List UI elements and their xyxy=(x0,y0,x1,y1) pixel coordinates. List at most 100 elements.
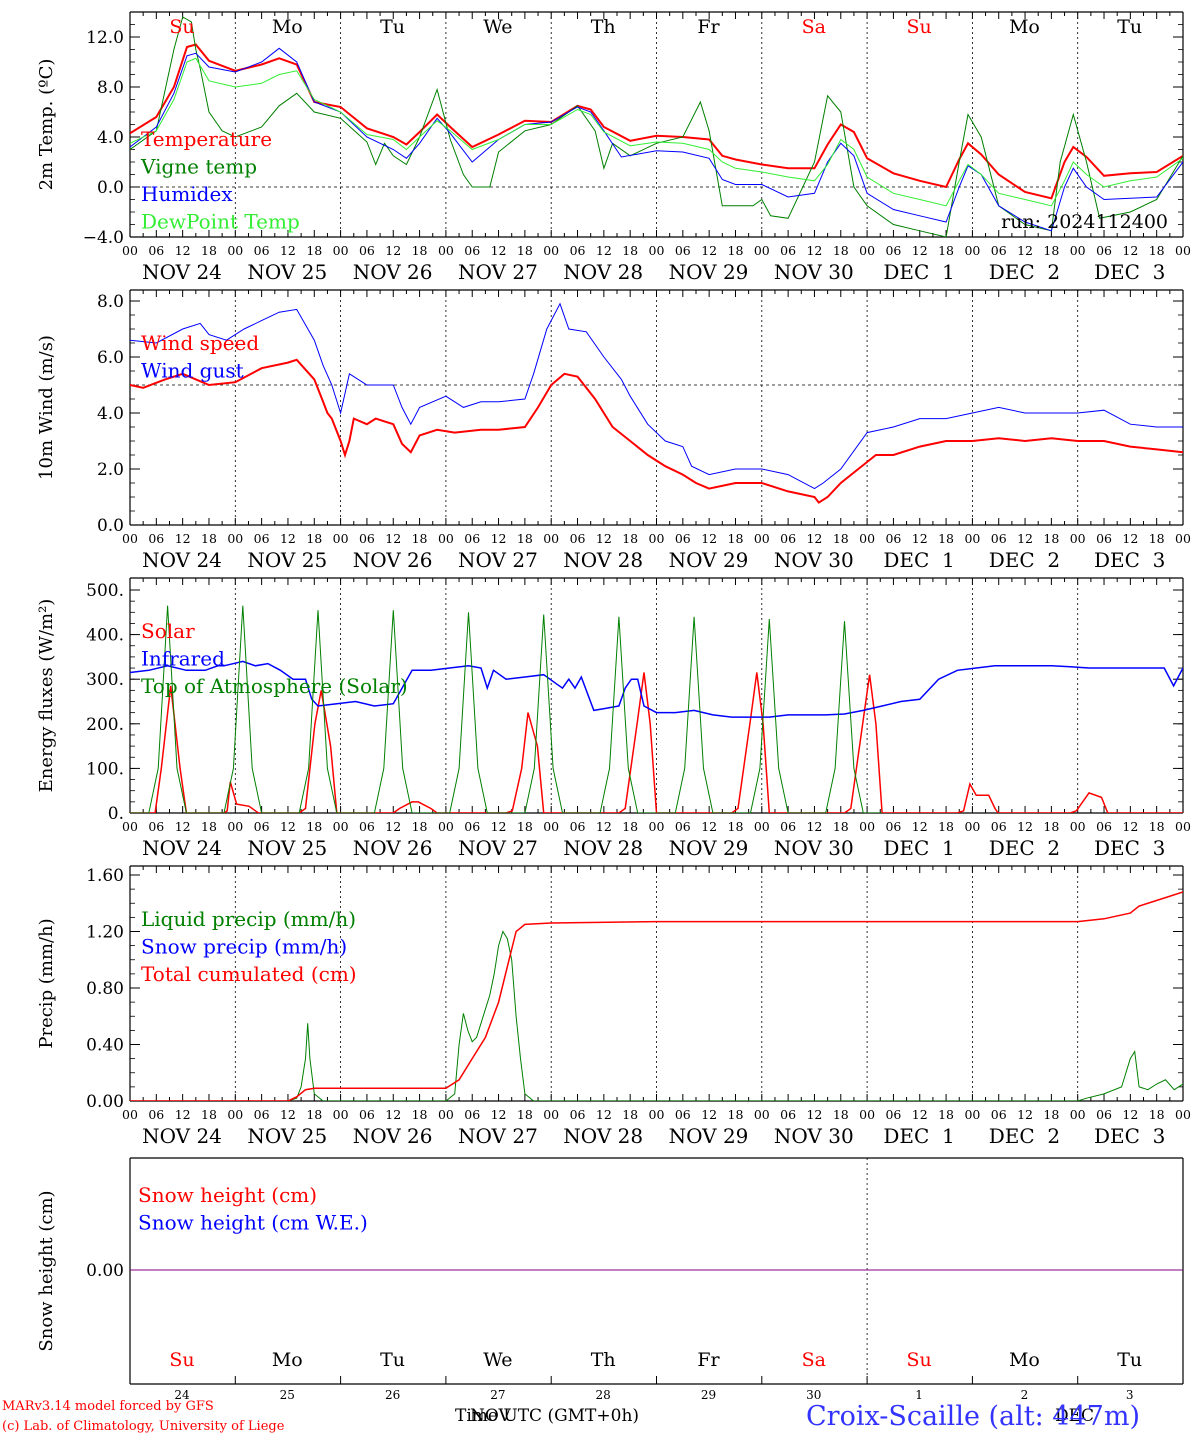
day-name: Fr xyxy=(697,16,720,38)
hour-tick-label: 18 xyxy=(1043,243,1059,258)
hour-tick-label: 00 xyxy=(333,243,349,258)
day-number: 29 xyxy=(701,1388,716,1402)
hour-tick-label: 06 xyxy=(780,819,796,834)
hour-tick-label: 06 xyxy=(570,531,586,546)
hour-tick-label: 18 xyxy=(517,819,533,834)
hour-tick-label: 00 xyxy=(649,819,665,834)
footer-month-label: NOV xyxy=(470,1406,511,1426)
date-label: NOV 25 xyxy=(247,548,327,572)
y-tick-label: 1.20 xyxy=(86,923,124,943)
hour-tick-label: 12 xyxy=(1017,531,1033,546)
hour-tick-label: 06 xyxy=(885,243,901,258)
hour-tick-label: 18 xyxy=(201,819,217,834)
day-number: 2 xyxy=(1021,1388,1029,1402)
y-tick-label: 0.0 xyxy=(97,178,124,198)
legend-entry: Solar xyxy=(141,619,195,643)
day-number: 30 xyxy=(806,1388,821,1402)
legend-entry: Snow height (cm) xyxy=(138,1183,317,1207)
hour-tick-label: 00 xyxy=(754,531,770,546)
day-name: Mo xyxy=(1009,16,1040,38)
legend-entry: Top of Atmosphere (Solar) xyxy=(141,674,408,698)
hour-tick-label: 06 xyxy=(991,1107,1007,1122)
hour-tick-label: 00 xyxy=(1175,531,1191,546)
hour-tick-label: 18 xyxy=(412,1107,428,1122)
run-label: run: 2024112400 xyxy=(1001,211,1168,233)
y-tick-label: 6.0 xyxy=(97,348,124,368)
date-label: NOV 28 xyxy=(563,1124,643,1148)
hour-tick-label: 00 xyxy=(649,1107,665,1122)
y-tick-label: 12.0 xyxy=(86,28,124,48)
date-label: NOV 24 xyxy=(142,836,222,860)
hour-tick-label: 06 xyxy=(464,819,480,834)
hour-tick-label: 06 xyxy=(254,819,270,834)
y-tick-label: 0.40 xyxy=(86,1036,124,1056)
hour-tick-label: 18 xyxy=(728,1107,744,1122)
hour-tick-label: 18 xyxy=(1043,819,1059,834)
hour-tick-label: 00 xyxy=(227,243,243,258)
panel-wind xyxy=(129,289,1184,526)
y-tick-label: 0. xyxy=(108,804,124,824)
hour-tick-label: 00 xyxy=(333,819,349,834)
hour-tick-label: 12 xyxy=(385,243,401,258)
legend-entry: Wind speed xyxy=(141,331,259,355)
day-number: 26 xyxy=(385,1388,400,1402)
hour-tick-label: 18 xyxy=(306,1107,322,1122)
hour-tick-label: 06 xyxy=(885,531,901,546)
hour-tick-label: 18 xyxy=(938,1107,954,1122)
y-tick-label: 0.00 xyxy=(86,1092,124,1112)
hour-tick-label: 12 xyxy=(806,243,822,258)
date-label: NOV 25 xyxy=(247,260,327,284)
hour-tick-label: 00 xyxy=(1070,531,1086,546)
day-name: We xyxy=(483,16,512,38)
date-label: NOV 27 xyxy=(458,260,538,284)
hour-tick-label: 18 xyxy=(622,531,638,546)
hour-tick-label: 12 xyxy=(912,243,928,258)
hour-tick-label: 12 xyxy=(175,243,191,258)
hour-tick-label: 18 xyxy=(412,819,428,834)
legend-entry: Snow height (cm W.E.) xyxy=(138,1211,368,1235)
hour-tick-label: 18 xyxy=(201,1107,217,1122)
hour-tick-label: 18 xyxy=(517,1107,533,1122)
hour-tick-label: 06 xyxy=(570,243,586,258)
hour-tick-label: 00 xyxy=(964,1107,980,1122)
hour-tick-label: 18 xyxy=(412,531,428,546)
day-number: 24 xyxy=(174,1388,190,1402)
date-label: NOV 26 xyxy=(353,260,433,284)
hour-tick-label: 18 xyxy=(1149,531,1165,546)
hour-tick-label: 12 xyxy=(912,531,928,546)
hour-tick-label: 18 xyxy=(938,531,954,546)
y-tick-label: 4.0 xyxy=(97,128,124,148)
legend-entry: Infrared xyxy=(141,647,225,671)
series-energy-1 xyxy=(130,660,1183,718)
date-label: NOV 26 xyxy=(353,548,433,572)
series-energy-0 xyxy=(130,672,1183,813)
hour-tick-label: 06 xyxy=(254,243,270,258)
hour-tick-label: 12 xyxy=(1122,819,1138,834)
hour-tick-label: 12 xyxy=(385,531,401,546)
date-label: NOV 29 xyxy=(669,548,749,572)
hour-tick-label: 18 xyxy=(728,531,744,546)
hour-tick-label: 00 xyxy=(1175,819,1191,834)
hour-tick-label: 06 xyxy=(991,819,1007,834)
date-label: NOV 30 xyxy=(774,548,854,572)
hour-tick-label: 12 xyxy=(175,531,191,546)
hour-tick-label: 00 xyxy=(543,1107,559,1122)
hour-tick-label: 00 xyxy=(859,531,875,546)
hour-tick-label: 06 xyxy=(675,1107,691,1122)
hour-tick-label: 00 xyxy=(859,1107,875,1122)
hour-tick-label: 18 xyxy=(833,243,849,258)
hour-tick-label: 18 xyxy=(517,531,533,546)
y-tick-label: 400. xyxy=(86,626,124,646)
hour-tick-label: 12 xyxy=(596,819,612,834)
series-temperature-1 xyxy=(130,16,1183,237)
hour-tick-label: 12 xyxy=(1122,1107,1138,1122)
hour-tick-label: 06 xyxy=(991,243,1007,258)
y-tick-label: 0.0 xyxy=(97,516,124,536)
y-axis-label: 10m Wind (m/s) xyxy=(36,335,57,480)
day-number: 28 xyxy=(596,1388,611,1402)
hour-tick-label: 06 xyxy=(675,819,691,834)
hour-tick-label: 06 xyxy=(780,243,796,258)
y-axis-label: Energy fluxes (W/m²) xyxy=(36,599,57,793)
hour-tick-label: 00 xyxy=(859,243,875,258)
date-label: DEC 2 xyxy=(989,1124,1060,1148)
